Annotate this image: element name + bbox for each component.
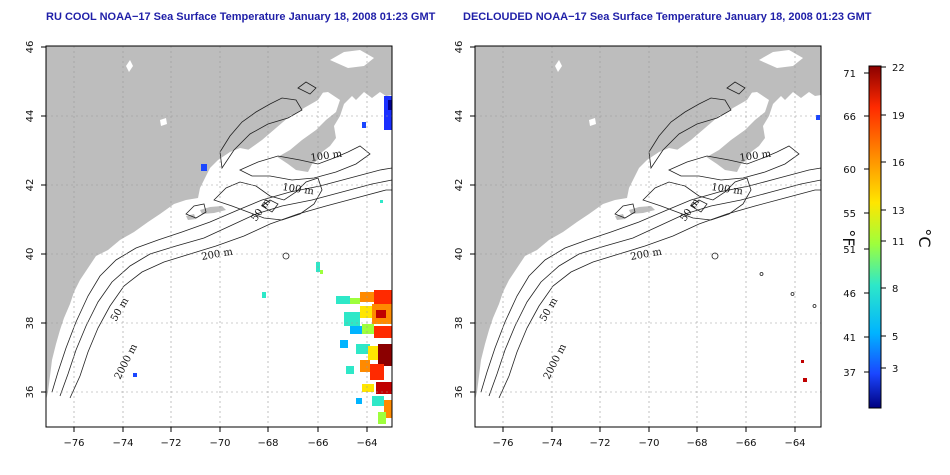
lat-tick-label: 44	[25, 110, 36, 123]
lon-tick-label: −70	[209, 438, 230, 449]
lon-tick-label: −68	[686, 438, 707, 449]
left-map-frame	[45, 45, 393, 428]
lon-tick-label: −66	[307, 438, 328, 449]
land-area	[46, 46, 392, 400]
sst-pixels	[133, 96, 392, 424]
lon-tick-label: −76	[63, 438, 84, 449]
lon-tick-label: −64	[784, 438, 805, 449]
celsius-ticks: 22 19 16 13 11 8 5 3	[892, 63, 905, 375]
lat-tick-label: 46	[454, 41, 465, 54]
temperature-colorbar: 71 66 60 55 51 46 41 37 22 19 16 13 11 8…	[839, 63, 934, 409]
fahrenheit-tick-label: 66	[843, 112, 856, 123]
right-lon-tick-labels: −76 −74 −72 −70 −68 −66 −64	[492, 438, 805, 449]
lat-tick-label: 40	[25, 248, 36, 261]
lat-tick-label: 44	[454, 110, 465, 123]
fahrenheit-ticks: 71 66 60 55 51 46 41 37	[843, 69, 856, 379]
fahrenheit-tick-label: 60	[843, 165, 856, 176]
celsius-tick-label: 13	[892, 206, 905, 217]
lon-tick-label: −68	[257, 438, 278, 449]
right-axis-ticks	[470, 46, 796, 432]
left-map-title: RU COOL NOAA−17 Sea Surface Temperature …	[46, 11, 436, 23]
fahrenheit-tick-label: 51	[843, 245, 856, 256]
fahrenheit-tick-label: 55	[843, 209, 856, 220]
lon-tick-label: −66	[735, 438, 756, 449]
lon-tick-label: −72	[589, 438, 610, 449]
fahrenheit-tick-label: 37	[843, 368, 856, 379]
celsius-tick-label: 19	[892, 111, 905, 122]
celsius-tick-label: 8	[892, 284, 898, 295]
right-map-title: DECLOUDED NOAA−17 Sea Surface Temperatur…	[463, 11, 872, 23]
celsius-tick-label: 16	[892, 158, 905, 169]
lon-tick-label: −72	[160, 438, 181, 449]
lon-tick-label: −74	[112, 438, 133, 449]
celsius-tick-label: 22	[892, 63, 905, 74]
grid-lines	[475, 46, 821, 427]
lon-tick-label: −64	[356, 438, 377, 449]
fahrenheit-tick-label: 46	[843, 289, 856, 300]
celsius-unit-label: °C	[915, 228, 934, 247]
colorbar-gradient	[868, 65, 882, 409]
contour-label-100m-b: 100 m	[711, 182, 744, 197]
lat-tick-label: 42	[454, 179, 465, 192]
celsius-tick-label: 11	[892, 237, 905, 248]
land-area	[475, 46, 821, 400]
left-lon-tick-labels: −76 −74 −72 −70 −68 −66 −64	[63, 438, 377, 449]
fahrenheit-unit-label: °F	[839, 229, 858, 246]
left-lat-tick-labels: 36 38 40 42 44 46	[25, 41, 36, 399]
right-map-frame	[474, 45, 822, 428]
depth-contours	[480, 81, 821, 399]
contour-label-100m-b: 100 m	[282, 182, 315, 197]
grid-lines	[46, 46, 392, 427]
lat-tick-label: 38	[25, 317, 36, 330]
lat-tick-label: 46	[25, 41, 36, 54]
lat-tick-label: 42	[25, 179, 36, 192]
celsius-tick-label: 3	[892, 364, 898, 375]
lat-tick-label: 36	[25, 386, 36, 399]
right-lat-tick-labels: 36 38 40 42 44 46	[454, 41, 465, 399]
contour-label-100m: 100 m	[310, 149, 343, 164]
depth-contours	[51, 81, 392, 399]
fahrenheit-tick-label: 41	[843, 333, 856, 344]
lon-tick-label: −74	[541, 438, 562, 449]
lon-tick-label: −70	[638, 438, 659, 449]
contour-label-100m: 100 m	[739, 149, 772, 164]
right-map-panel: 100 m 100 m 50 m 200 m 50 m 2000 m −76 −…	[454, 41, 822, 449]
lat-tick-label: 36	[454, 386, 465, 399]
fahrenheit-tick-label: 71	[843, 69, 856, 80]
left-axis-ticks	[41, 46, 368, 432]
left-map-panel: 100 m 100 m 50 m 200 m 50 m 2000 m −76 −…	[25, 41, 393, 449]
lat-tick-label: 38	[454, 317, 465, 330]
sst-pixels	[801, 115, 820, 382]
lon-tick-label: −76	[492, 438, 513, 449]
celsius-tick-label: 5	[892, 332, 898, 343]
lat-tick-label: 40	[454, 248, 465, 261]
